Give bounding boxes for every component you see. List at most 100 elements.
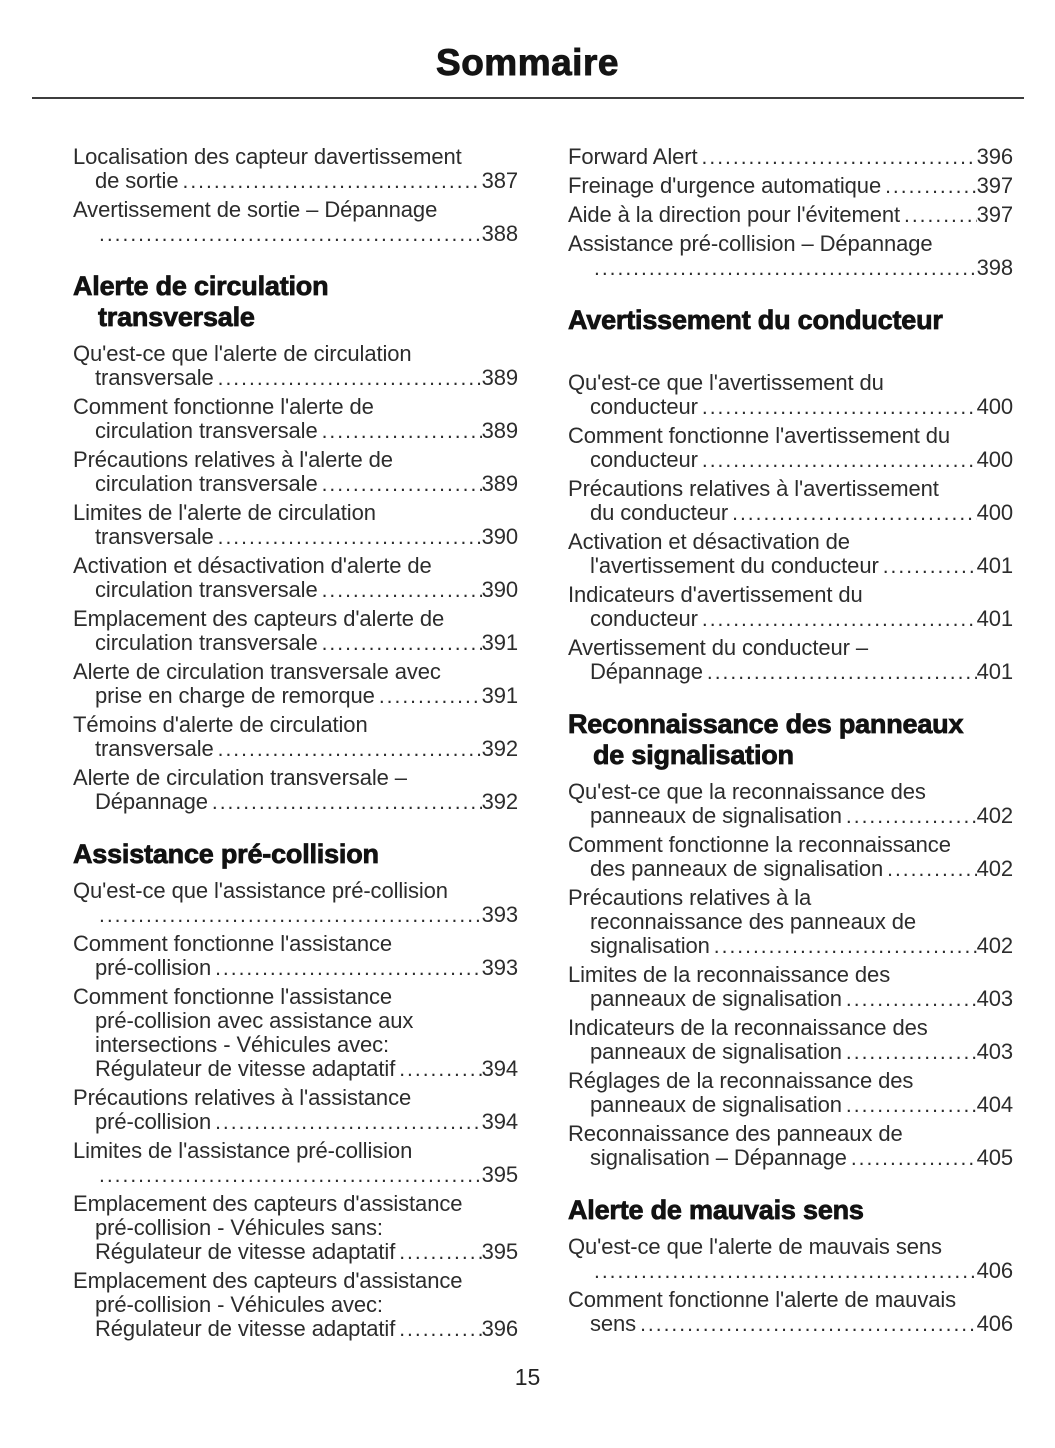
entry-text: panneaux de signalisation — [590, 803, 842, 828]
entry-last-line: 398 — [568, 255, 1014, 281]
entry-page-number: 402 — [976, 803, 1014, 828]
toc-entry: Précautions relatives à l'alerte de circu… — [73, 448, 518, 497]
entry-text-line: Alerte de circulation transversale avec — [73, 659, 441, 684]
toc-entry: Avertissement du conducteur –Dépannage 40… — [568, 636, 1013, 685]
dot-leader — [702, 395, 977, 420]
entry-text: signalisation — [590, 933, 710, 958]
entry-page-number: 401 — [976, 553, 1014, 578]
entry-last-line: panneaux de signalisation 403 — [568, 987, 1013, 1012]
entry-page-number: 390 — [481, 577, 519, 602]
entry-page-number: 388 — [481, 221, 519, 246]
section-heading: Alerte de circulation transversale — [73, 271, 518, 333]
entry-text: panneaux de signalisation — [590, 986, 842, 1011]
toc-column-left: Localisation des capteur davertissement d… — [73, 145, 519, 1346]
entry-page-number: 401 — [976, 659, 1014, 684]
entry-page-number: 395 — [481, 1162, 519, 1187]
section-heading-line: Alerte de circulation — [73, 271, 329, 302]
toc-entry: Activation et désactivation de l'avertiss… — [568, 530, 1013, 579]
toc-entry: Précautions relatives à l'assistance pré-… — [73, 1086, 518, 1135]
toc-entry: Qu'est-ce que la reconnaissance des panne… — [568, 780, 1013, 829]
dot-leader — [594, 256, 977, 281]
entry-text-line: Limites de l'assistance pré-collision — [73, 1138, 413, 1163]
entry-text-line: Emplacement des capteurs d'assistance — [73, 1191, 463, 1216]
entry-last-line: panneaux de signalisation 403 — [568, 1040, 1013, 1065]
entry-last-line: Dépannage 401 — [568, 660, 1013, 685]
entry-last-line: des panneaux de signalisation 402 — [568, 857, 1013, 882]
entry-page-number: 394 — [481, 1109, 519, 1134]
entry-text-line: Assistance pré-collision – Dépannage — [568, 231, 933, 256]
entry-text-line: Témoins d'alerte de circulation — [73, 712, 368, 737]
entry-last-line: Freinage d'urgence automatique 397 — [568, 174, 1013, 199]
entry-page-number: 389 — [481, 365, 519, 390]
entry-page-number: 405 — [976, 1145, 1014, 1170]
entry-page-number: 400 — [976, 394, 1014, 419]
entry-last-line: Régulateur de vitesse adaptatif 395 — [73, 1240, 518, 1265]
entry-text-line: Comment fonctionne l'alerte de — [73, 394, 374, 419]
entry-text-line: Alerte de circulation transversale – — [73, 765, 407, 790]
entry-text: panneaux de signalisation — [590, 1039, 842, 1064]
toc-entry: Freinage d'urgence automatique 397 — [568, 174, 1013, 199]
toc-entry: Qu'est-ce que l'avertissement du conducte… — [568, 371, 1013, 420]
entry-last-line: 395 — [73, 1162, 519, 1188]
section-heading: Reconnaissance des panneaux de signalisat… — [568, 709, 1013, 771]
entry-text: pré-collision — [95, 1109, 212, 1134]
entry-text-line: Limites de l'alerte de circulation — [73, 500, 376, 525]
toc-entry: Alerte de circulation transversale avec p… — [73, 660, 518, 709]
dot-leader — [732, 501, 976, 526]
entry-last-line: signalisation 402 — [568, 934, 1013, 959]
entry-last-line: panneaux de signalisation 402 — [568, 804, 1013, 829]
entry-text-line: Indicateurs d'avertissement du — [568, 582, 863, 607]
dot-leader — [99, 222, 482, 247]
entry-text-line: Comment fonctionne l'assistance — [73, 984, 393, 1009]
entry-text: transversale — [95, 524, 214, 549]
entry-last-line: circulation transversale 389 — [73, 419, 518, 444]
entry-text: circulation transversale — [95, 577, 318, 602]
section-heading-line: Alerte de mauvais sens — [568, 1195, 865, 1226]
section-heading-line: de signalisation — [593, 740, 795, 771]
entry-page-number: 393 — [481, 902, 519, 927]
entry-text-line: Indicateurs de la reconnaissance des — [568, 1015, 928, 1040]
entry-text: prise en charge de remorque — [95, 683, 375, 708]
entry-last-line: de sortie 387 — [73, 169, 518, 194]
toc-entry: Emplacement des capteurs d'assistance pré… — [73, 1269, 518, 1342]
entry-page-number: 389 — [481, 471, 519, 496]
entry-last-line: Forward Alert 396 — [568, 145, 1013, 170]
dot-leader — [322, 631, 482, 656]
toc-entry: Qu'est-ce que l'alerte de mauvais sens 40… — [568, 1235, 1013, 1284]
entry-page-number: 387 — [481, 168, 519, 193]
dot-leader — [399, 1240, 481, 1265]
toc-entry: Avertissement de sortie – Dépannage 388 — [73, 198, 518, 247]
entry-last-line: pré-collision 393 — [73, 956, 518, 981]
entry-text: Aide à la direction pour l'évitement — [568, 202, 901, 227]
entry-last-line: signalisation – Dépannage 405 — [568, 1146, 1013, 1171]
toc-entry: Reconnaissance des panneaux de signalisat… — [568, 1122, 1013, 1171]
entry-text-line: pré-collision - Véhicules sans: — [95, 1215, 383, 1240]
entry-page-number: 400 — [976, 500, 1014, 525]
toc-entry: Témoins d'alerte de circulation transvers… — [73, 713, 518, 762]
entry-text: Régulateur de vitesse adaptatif — [95, 1056, 396, 1081]
dot-leader — [99, 1163, 482, 1188]
entry-last-line: l'avertissement du conducteur 401 — [568, 554, 1013, 579]
entry-text-line: pré-collision avec assistance aux — [95, 1008, 414, 1033]
section-heading-line: Assistance pré-collision — [73, 839, 380, 870]
footer-page-number: 15 — [514, 1364, 541, 1390]
entry-page-number: 398 — [976, 255, 1014, 280]
entry-text: Dépannage — [590, 659, 703, 684]
section-heading: Avertissement du conducteur — [568, 305, 1013, 336]
entry-page-number: 404 — [976, 1092, 1014, 1117]
entry-text: sens — [590, 1311, 637, 1336]
dot-leader — [218, 366, 482, 391]
entry-last-line: conducteur 400 — [568, 395, 1013, 420]
dot-leader — [702, 607, 977, 632]
entry-last-line: circulation transversale 389 — [73, 472, 518, 497]
entry-page-number: 396 — [976, 144, 1014, 169]
entry-last-line: transversale 389 — [73, 366, 518, 391]
toc-entry: Aide à la direction pour l'évitement 397 — [568, 203, 1013, 228]
entry-page-number: 396 — [481, 1316, 519, 1341]
entry-text: Régulateur de vitesse adaptatif — [95, 1239, 396, 1264]
toc-entry: Qu'est-ce que l'assistance pré-collision… — [73, 879, 518, 928]
entry-text-line: Qu'est-ce que l'alerte de circulation — [73, 341, 412, 366]
entry-page-number: 394 — [481, 1056, 519, 1081]
toc-entry: Alerte de circulation transversale – Dépa… — [73, 766, 518, 815]
